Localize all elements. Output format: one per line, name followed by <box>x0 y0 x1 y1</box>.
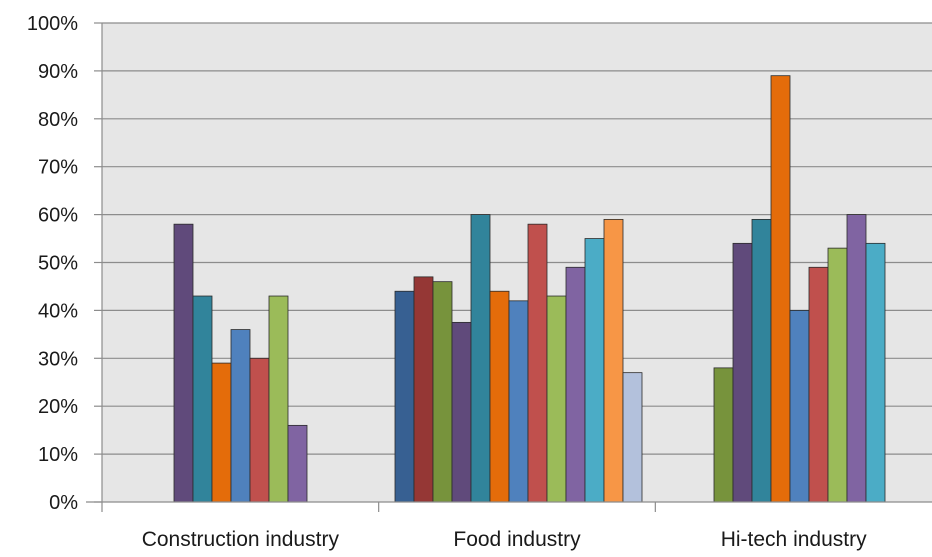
bar <box>713 367 734 503</box>
bar <box>432 281 453 503</box>
bar <box>603 218 624 503</box>
bar <box>451 321 472 503</box>
bar <box>584 238 605 503</box>
bar <box>489 290 510 503</box>
x-axis-category-labels: Construction industry Food industry Hi-tec… <box>142 528 867 551</box>
bar <box>394 290 415 503</box>
axes <box>86 22 932 512</box>
y-tick-label: 30% <box>38 348 78 370</box>
bar <box>827 247 848 503</box>
y-tick-label: 70% <box>38 157 78 179</box>
bar <box>211 362 232 503</box>
bar <box>751 218 772 503</box>
bar <box>846 214 867 503</box>
y-tick-label: 0% <box>49 492 78 514</box>
bar <box>565 266 586 503</box>
y-tick-label: 60% <box>38 205 78 227</box>
bar <box>865 242 886 503</box>
bar <box>622 372 643 503</box>
x-category-label: Food industry <box>453 528 581 551</box>
bar <box>527 223 548 503</box>
bar <box>230 329 251 503</box>
bar <box>808 266 829 503</box>
bar <box>470 214 491 503</box>
bar <box>249 357 270 503</box>
bar <box>732 242 753 503</box>
y-tick-label: 40% <box>38 300 78 322</box>
y-tick-label: 20% <box>38 396 78 418</box>
bar <box>192 295 213 503</box>
y-tick-label: 80% <box>38 109 78 131</box>
x-category-label: Construction industry <box>142 528 340 551</box>
bars <box>173 75 886 503</box>
bar <box>173 223 194 503</box>
bar <box>546 295 567 503</box>
bar <box>413 276 434 503</box>
y-tick-label: 90% <box>38 61 78 83</box>
bar <box>789 309 810 503</box>
x-category-label: Hi-tech industry <box>721 528 867 551</box>
bar <box>268 295 289 503</box>
y-tick-label: 100% <box>27 13 78 35</box>
bar <box>287 424 308 503</box>
y-tick-label: 50% <box>38 253 78 275</box>
y-axis-tick-labels: 0% 10% 20% 30% 40% 50% 60% 70% 80% 90% 100% <box>27 13 78 514</box>
bar <box>508 300 529 503</box>
bar <box>770 75 791 503</box>
y-tick-label: 10% <box>38 444 78 466</box>
